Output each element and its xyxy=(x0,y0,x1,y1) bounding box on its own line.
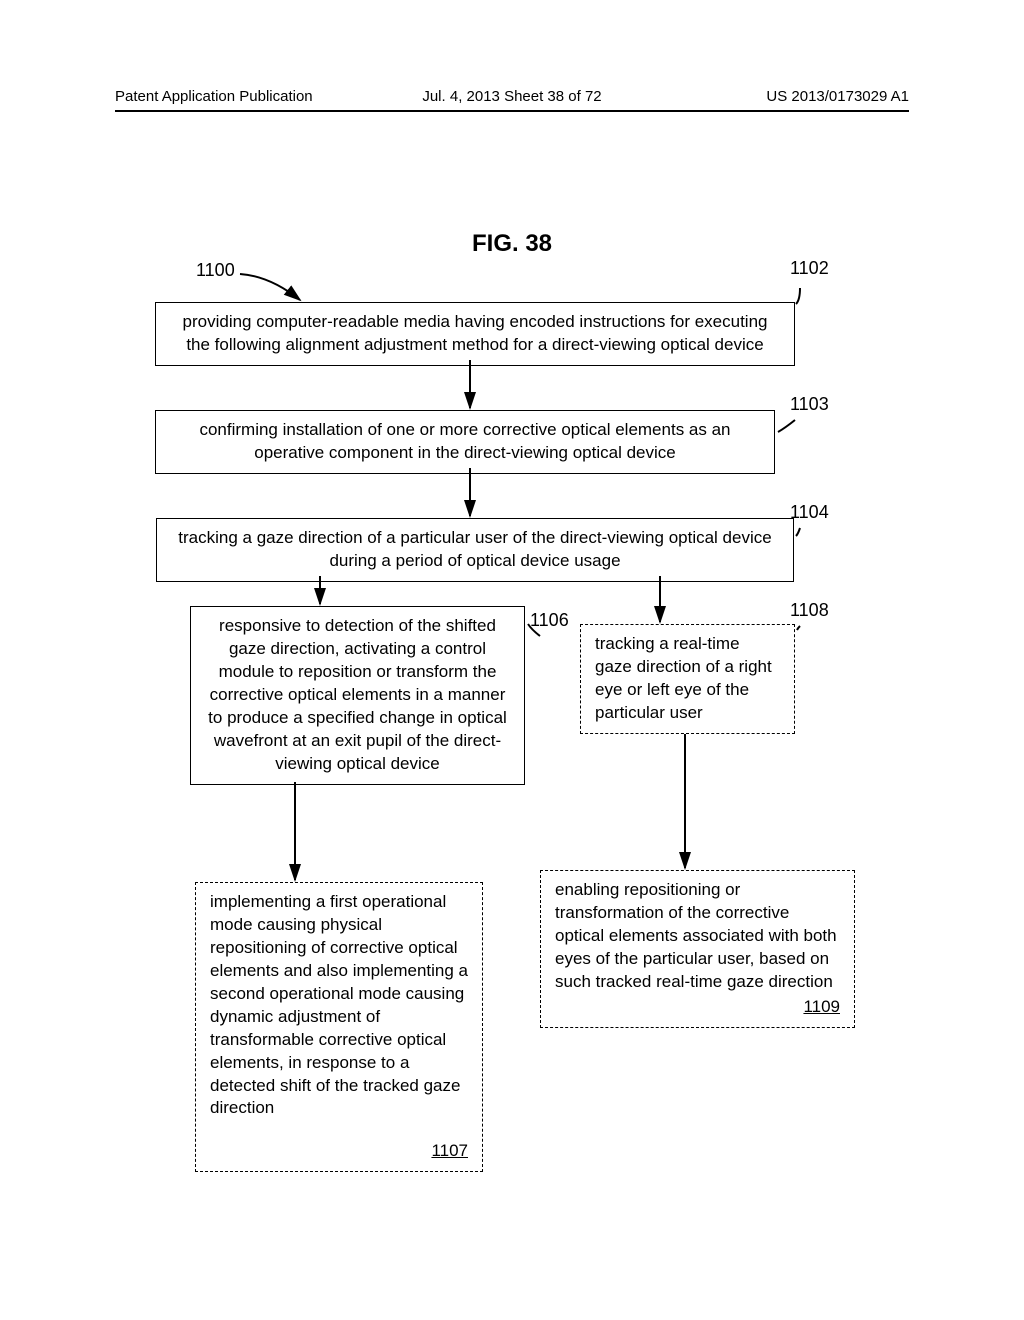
ref-1108: 1108 xyxy=(790,600,829,621)
box-1109-num: 1109 xyxy=(803,996,840,1019)
header-row: Patent Application Publication Jul. 4, 2… xyxy=(115,88,909,105)
ref-1102: 1102 xyxy=(790,258,829,279)
box-1103: confirming installation of one or more c… xyxy=(155,410,775,474)
header-left: Patent Application Publication xyxy=(115,88,313,105)
box-1109-text: enabling repositioning or transformation… xyxy=(555,880,837,991)
header-center: Jul. 4, 2013 Sheet 38 of 72 xyxy=(422,88,601,105)
box-1104-text: tracking a gaze direction of a particula… xyxy=(178,528,771,570)
box-1108: tracking a real-time gaze direction of a… xyxy=(580,624,795,734)
box-1109: enabling repositioning or transformation… xyxy=(540,870,855,1028)
box-1106: responsive to detection of the shifted g… xyxy=(190,606,525,785)
patent-page: Patent Application Publication Jul. 4, 2… xyxy=(0,0,1024,1320)
ref-1103: 1103 xyxy=(790,394,829,415)
box-1103-text: confirming installation of one or more c… xyxy=(199,420,730,462)
header-right: US 2013/0173029 A1 xyxy=(766,88,909,105)
ref-1106: 1106 xyxy=(530,610,569,631)
ref-1104: 1104 xyxy=(790,502,829,523)
box-1102-text: providing computer-readable media having… xyxy=(183,312,768,354)
figure-title: FIG. 38 xyxy=(472,230,552,258)
box-1102: providing computer-readable media having… xyxy=(155,302,795,366)
box-1106-text: responsive to detection of the shifted g… xyxy=(208,616,507,773)
box-1107-num: 1107 xyxy=(431,1140,468,1163)
box-1104: tracking a gaze direction of a particula… xyxy=(156,518,794,582)
header-rule xyxy=(115,110,909,112)
box-1107-text: implementing a first operational mode ca… xyxy=(210,892,468,1117)
box-1108-text: tracking a real-time gaze direction of a… xyxy=(595,634,772,722)
box-1107: implementing a first operational mode ca… xyxy=(195,882,483,1172)
ref-1100: 1100 xyxy=(196,260,235,281)
